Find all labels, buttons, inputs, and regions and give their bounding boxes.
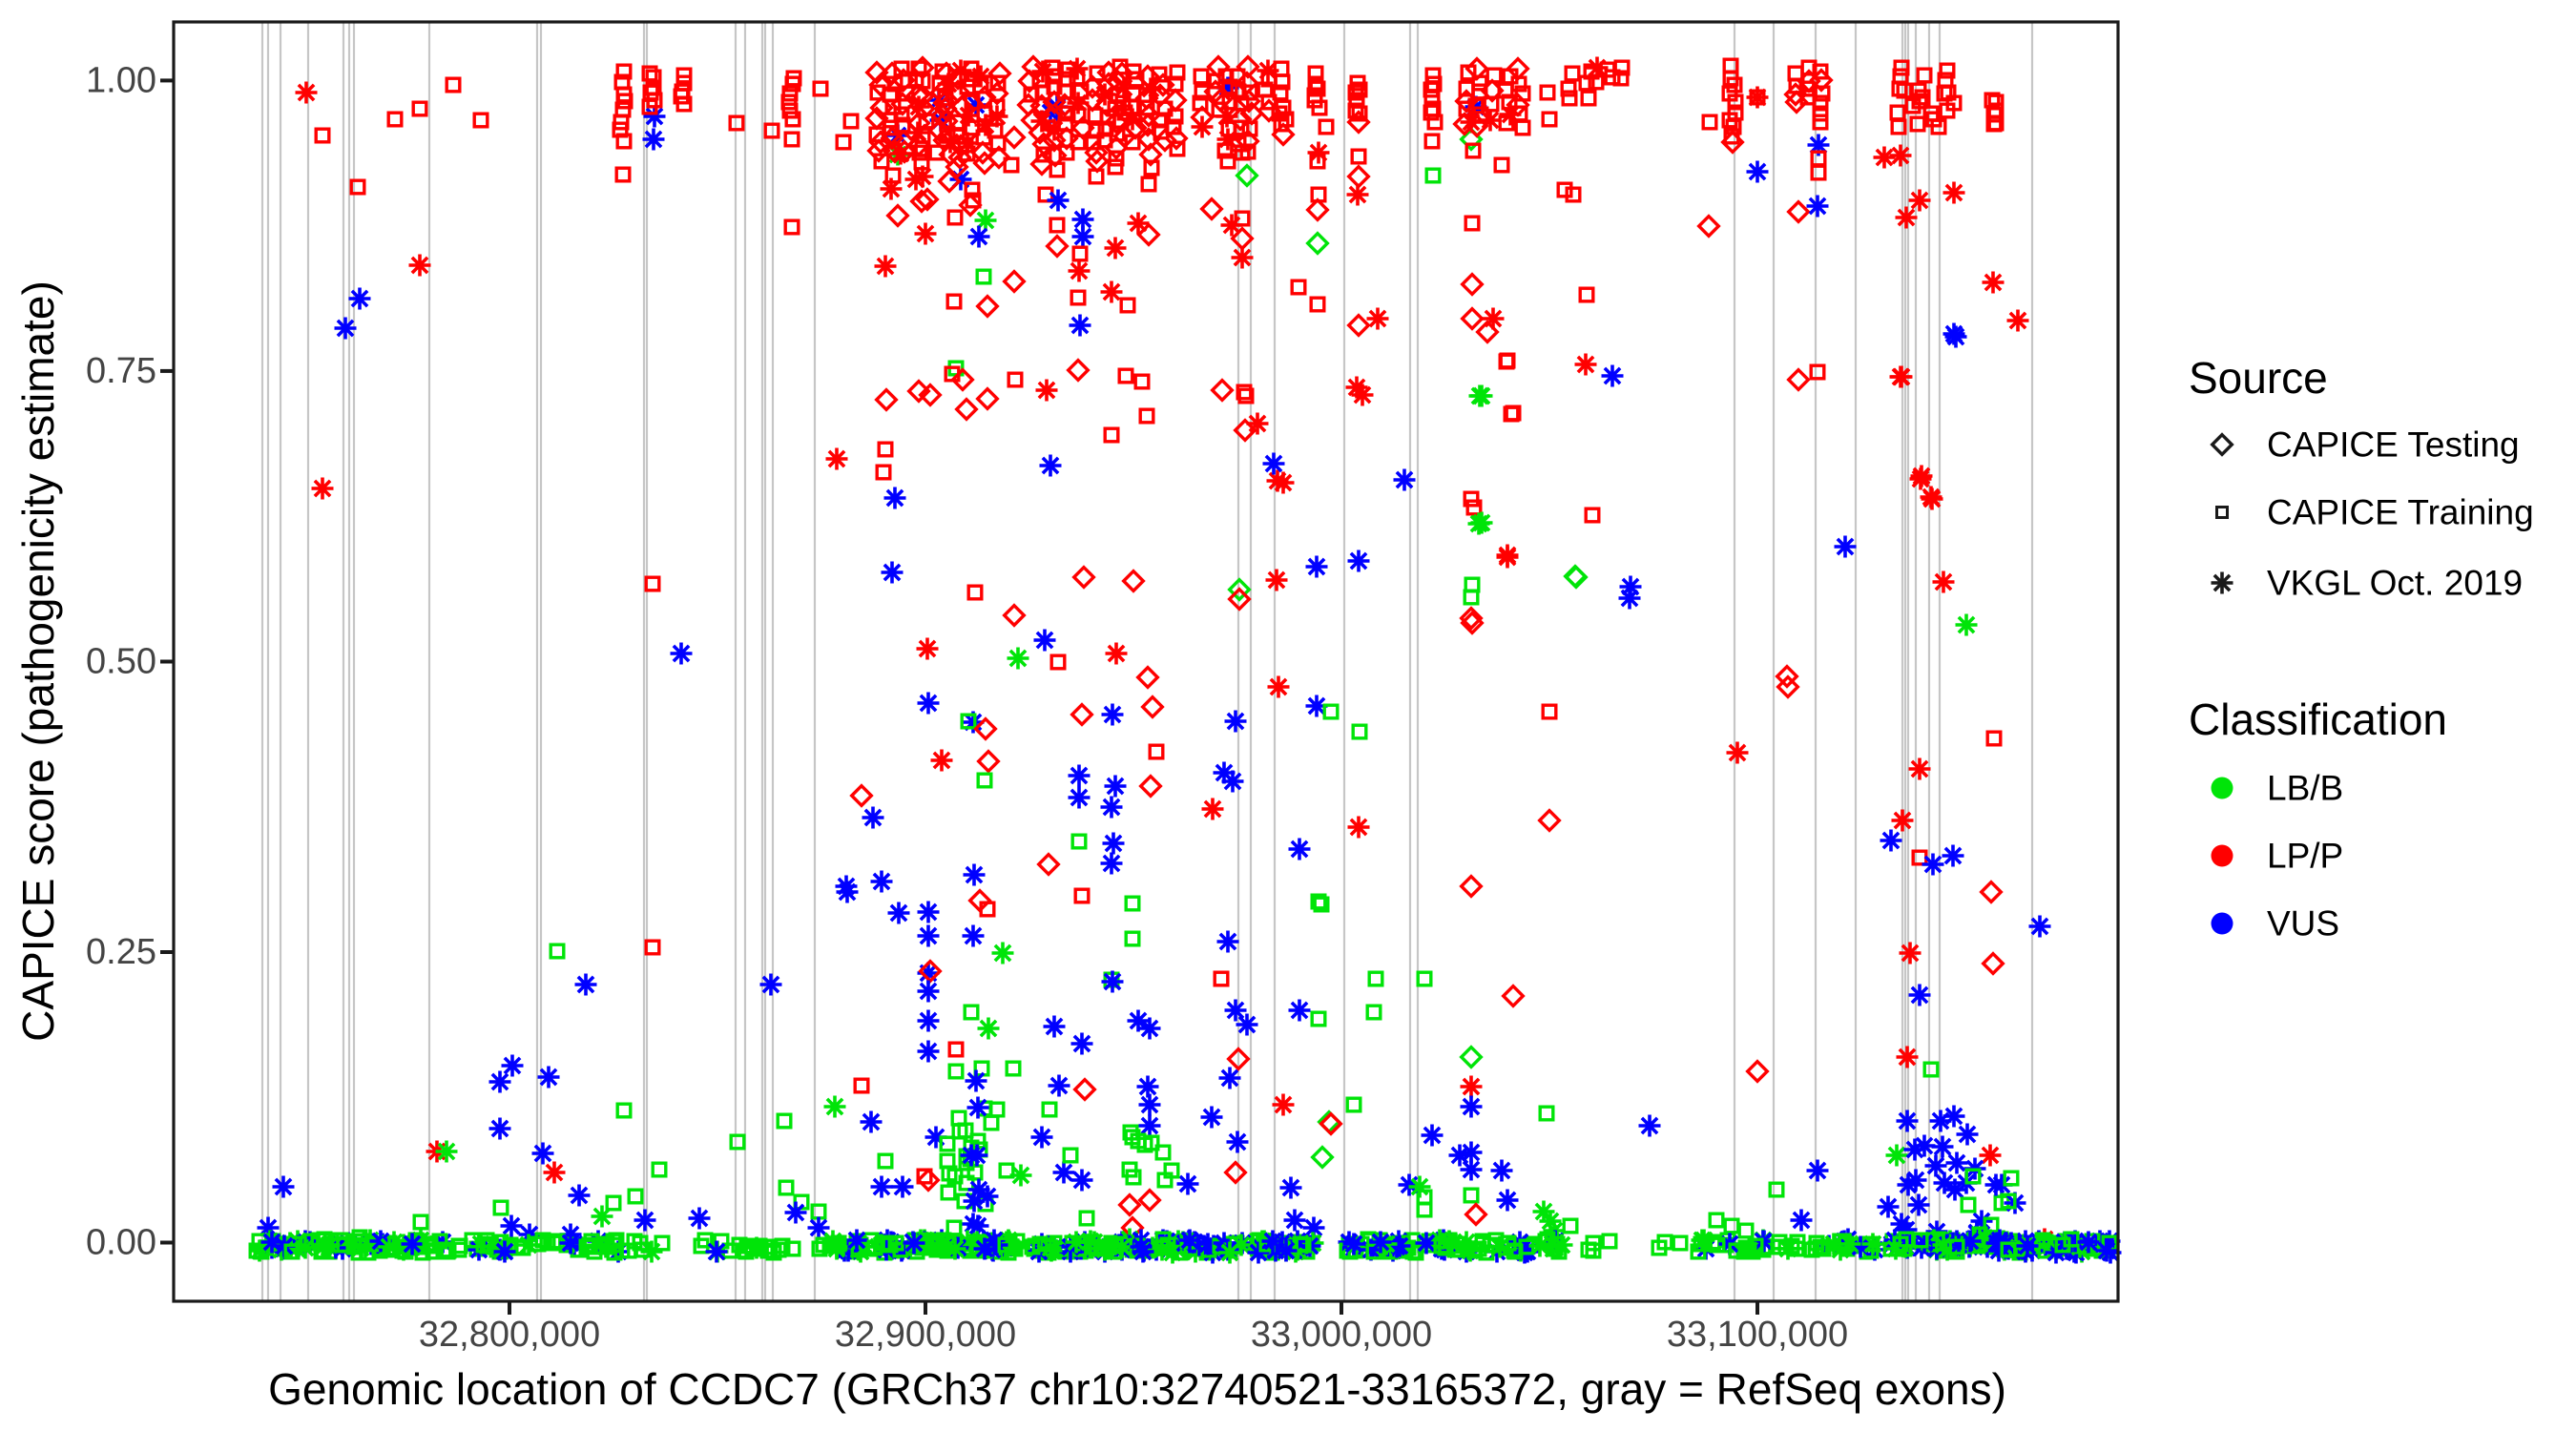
svg-text:1.00: 1.00 [86,60,156,100]
svg-text:Classification: Classification [2189,695,2447,744]
svg-text:VKGL Oct. 2019: VKGL Oct. 2019 [2267,564,2523,603]
svg-text:0.75: 0.75 [86,351,156,391]
svg-text:33,100,000: 33,100,000 [1667,1315,1848,1355]
svg-text:32,900,000: 32,900,000 [835,1315,1016,1355]
svg-text:33,000,000: 33,000,000 [1251,1315,1432,1355]
svg-text:CAPICE Training: CAPICE Training [2267,493,2534,532]
svg-text:0.25: 0.25 [86,932,156,972]
svg-text:0.00: 0.00 [86,1223,156,1263]
svg-text:Source: Source [2189,353,2328,403]
svg-text:CAPICE Testing: CAPICE Testing [2267,425,2520,465]
svg-text:VUS: VUS [2267,904,2339,944]
svg-text:LP/P: LP/P [2267,837,2343,876]
svg-text:Genomic location of CCDC7 (GRC: Genomic location of CCDC7 (GRCh37 chr10:… [268,1364,2006,1414]
svg-text:32,800,000: 32,800,000 [419,1315,600,1355]
svg-text:LB/B: LB/B [2267,769,2343,808]
svg-text:CAPICE score (pathogenicity es: CAPICE score (pathogenicity estimate) [13,280,63,1042]
svg-text:0.50: 0.50 [86,642,156,682]
